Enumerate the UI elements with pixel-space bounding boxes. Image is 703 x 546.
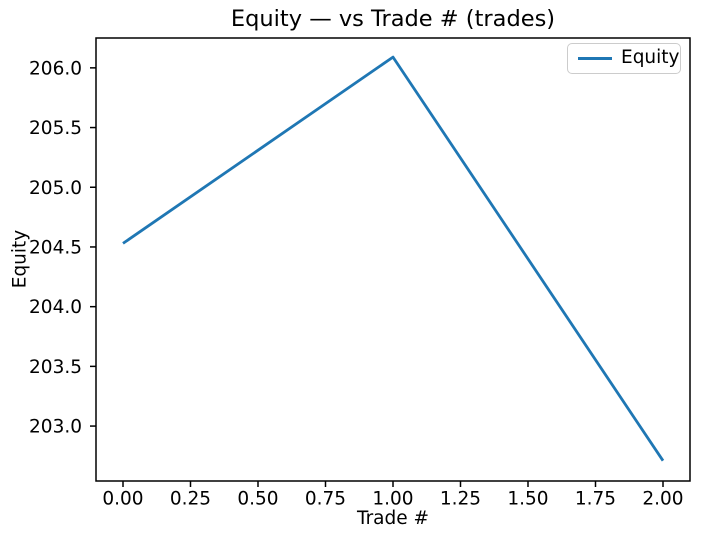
x-tick-label: 1.00 <box>372 489 413 510</box>
chart-title: Equity — vs Trade # (trades) <box>230 6 556 32</box>
y-tick-label: 204.0 <box>29 297 82 318</box>
x-tick-label: 2.00 <box>642 489 683 510</box>
x-tick-label: 0.50 <box>237 489 278 510</box>
legend-line-sample <box>578 57 612 60</box>
y-tick-label: 206.0 <box>29 58 82 79</box>
legend-label: Equity <box>621 47 680 69</box>
x-tick-label: 1.50 <box>507 489 548 510</box>
y-tick-label: 204.5 <box>29 237 82 258</box>
x-tick-label: 1.25 <box>440 489 481 510</box>
plot-border <box>95 37 691 482</box>
y-tick-label: 205.0 <box>29 178 82 199</box>
x-tick-label: 0.25 <box>170 489 211 510</box>
x-tick-label: 0.00 <box>102 489 143 510</box>
y-tick-label: 203.5 <box>29 357 82 378</box>
legend: Equity <box>567 43 681 74</box>
x-tick-label: 0.75 <box>305 489 346 510</box>
x-tick-label: 1.75 <box>575 489 616 510</box>
y-tick-label: 203.0 <box>29 417 82 438</box>
y-tick-label: 205.5 <box>29 118 82 139</box>
x-axis-label: Trade # <box>356 508 430 529</box>
series-line-equity <box>122 55 665 462</box>
